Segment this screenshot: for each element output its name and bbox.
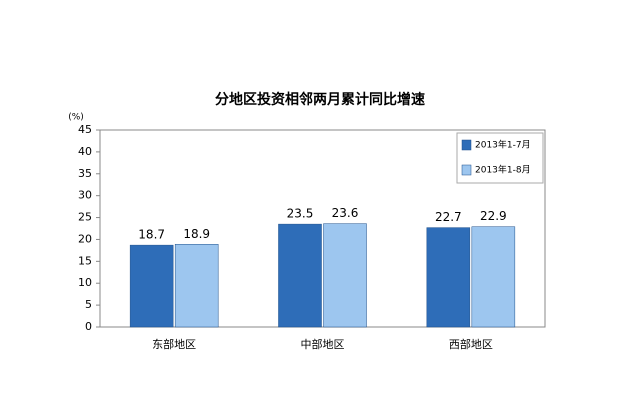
legend-label: 2013年1-8月 xyxy=(475,164,531,176)
x-tick-label: 西部地区 xyxy=(449,337,493,351)
bar xyxy=(323,223,367,328)
y-tick-label: 35 xyxy=(78,167,92,180)
y-tick-label: 25 xyxy=(78,211,92,224)
x-tick-label: 东部地区 xyxy=(152,337,196,351)
y-tick-label: 40 xyxy=(78,145,92,158)
bar xyxy=(426,227,471,328)
data-label: 22.9 xyxy=(480,209,507,223)
bar xyxy=(174,244,219,328)
y-tick-label: 10 xyxy=(78,276,92,289)
y-axis-label: (%) xyxy=(68,113,84,123)
y-tick-label: 15 xyxy=(78,254,92,267)
legend-swatch xyxy=(461,139,472,151)
y-tick-label: 45 xyxy=(78,123,92,136)
plot-frame xyxy=(99,129,546,328)
bar xyxy=(471,226,516,328)
y-tick-label: 0 xyxy=(85,320,92,333)
bar xyxy=(129,244,174,328)
legend-label: 2013年1-7月 xyxy=(475,139,531,151)
legend-box xyxy=(456,132,544,184)
data-label: 18.9 xyxy=(183,227,210,241)
data-label: 22.7 xyxy=(435,210,462,224)
y-tick-label: 30 xyxy=(78,189,92,202)
data-label: 23.5 xyxy=(287,207,314,221)
y-tick-label: 20 xyxy=(78,232,92,245)
y-tick-label: 5 xyxy=(85,298,92,311)
x-tick-label: 中部地区 xyxy=(301,337,345,351)
legend-swatch xyxy=(461,164,472,176)
data-label: 23.6 xyxy=(332,206,359,220)
bar xyxy=(278,223,322,328)
data-label: 18.7 xyxy=(138,228,165,242)
chart-title: 分地区投资相邻两月累计同比增速 xyxy=(215,91,425,108)
